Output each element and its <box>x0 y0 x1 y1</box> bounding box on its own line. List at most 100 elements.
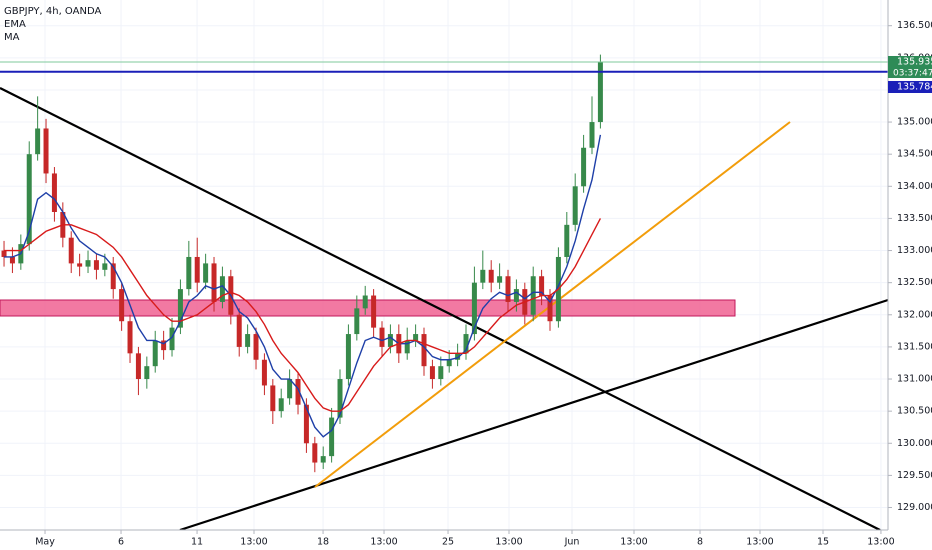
x-tick-label: 13:00 <box>746 537 773 548</box>
candle-body <box>245 334 251 347</box>
y-tick-label: 134.000 <box>897 181 932 192</box>
last-price-tag <box>888 55 932 78</box>
candle-body <box>119 289 125 322</box>
candle-body <box>488 269 494 283</box>
y-tick-label: 134.500 <box>897 149 932 160</box>
candle-body <box>429 366 435 380</box>
candle-body <box>589 122 595 148</box>
price-line-tag <box>888 80 932 93</box>
x-tick-label: 13:00 <box>240 537 267 548</box>
candle-body <box>161 340 167 351</box>
candle-body <box>438 366 444 380</box>
candle-body <box>35 128 41 155</box>
candle-body <box>303 404 309 444</box>
candle-body <box>211 263 217 302</box>
candle-body <box>471 282 477 335</box>
y-tick-label: 129.500 <box>897 470 932 481</box>
candle-body <box>505 276 511 302</box>
x-tick-label: 15 <box>817 537 829 548</box>
indicator-line <box>4 218 602 412</box>
candle-body <box>597 61 603 123</box>
candle-body <box>186 256 192 290</box>
candle-body <box>455 353 461 360</box>
candle-body <box>421 334 427 367</box>
y-tick-label: 130.000 <box>897 438 932 449</box>
x-tick-label: 18 <box>317 537 329 548</box>
candle-body <box>236 314 242 347</box>
x-tick-label: 8 <box>697 537 703 548</box>
candle-body <box>312 443 318 463</box>
candle-body <box>295 379 301 405</box>
candle-body <box>413 334 419 341</box>
y-tick-label: 131.500 <box>897 341 932 352</box>
candle-body <box>270 385 276 412</box>
candle-body <box>345 334 351 380</box>
y-tick-label: 132.000 <box>897 309 932 320</box>
candle-body <box>379 327 385 347</box>
candle-body <box>43 128 49 174</box>
x-tick-label: 6 <box>118 537 124 548</box>
candle-body <box>93 260 99 270</box>
candle-body <box>497 276 503 283</box>
y-tick-label: 135.000 <box>897 117 932 128</box>
y-tick-label: 136.500 <box>897 20 932 31</box>
candle-body <box>152 340 158 367</box>
indicator-line <box>4 134 602 438</box>
candle-body <box>530 276 536 315</box>
y-tick-label: 133.500 <box>897 213 932 224</box>
candle-body <box>219 276 225 302</box>
candle-body <box>102 263 108 270</box>
candle-body <box>177 289 183 328</box>
candle-body <box>337 379 343 418</box>
chart-title: GBPJPY, 4h, OANDA <box>4 6 101 17</box>
candle-body <box>539 276 545 296</box>
candle-body <box>203 263 209 283</box>
x-tick-label: 13:00 <box>495 537 522 548</box>
y-tick-label: 129.000 <box>897 502 932 513</box>
x-tick-label: 13:00 <box>867 537 894 548</box>
countdown-label: 03:37:47 <box>893 68 932 78</box>
axes: 129.000 129.500 130.000 130.500 131.000 131.5… <box>35 20 932 548</box>
trendline <box>179 298 889 532</box>
candle-body <box>404 340 410 354</box>
grid <box>0 0 888 530</box>
candle-body <box>261 359 267 386</box>
legend-entry: MA <box>4 32 20 43</box>
candle-body <box>278 398 284 412</box>
y-tick-label: 131.000 <box>897 374 932 385</box>
y-tick-label: 130.500 <box>897 406 932 417</box>
candle-body <box>287 379 293 399</box>
candle-body <box>85 260 91 267</box>
plot <box>0 54 888 473</box>
candle-body <box>320 456 326 463</box>
candle-body <box>362 295 368 309</box>
candle-body <box>9 256 15 264</box>
candle-body <box>480 269 486 283</box>
candle-body <box>513 289 519 302</box>
legend-entry: EMA <box>4 19 26 30</box>
candle-body <box>371 295 377 328</box>
candle-body <box>1 250 7 257</box>
candle-body <box>194 256 200 283</box>
price-line-label: 135.784 <box>897 81 932 92</box>
candle-body <box>354 308 360 335</box>
trendline <box>0 87 881 531</box>
candle-body <box>77 263 83 267</box>
y-tick-label: 133.000 <box>897 245 932 256</box>
candle-body <box>26 154 32 245</box>
time-axis <box>0 530 888 550</box>
candle-body <box>135 353 141 380</box>
candle-body <box>110 263 116 290</box>
candle-body <box>127 321 133 354</box>
candle-body <box>564 224 570 257</box>
y-tick-label: 132.500 <box>897 277 932 288</box>
candle-body <box>581 147 587 187</box>
last-price-label: 135.935 <box>897 56 932 67</box>
candle-body <box>144 366 150 380</box>
x-tick-label: 25 <box>442 537 454 548</box>
candle-body <box>572 186 578 225</box>
candle-body <box>446 359 452 367</box>
candle-body <box>253 334 259 360</box>
candle-body <box>169 327 175 351</box>
